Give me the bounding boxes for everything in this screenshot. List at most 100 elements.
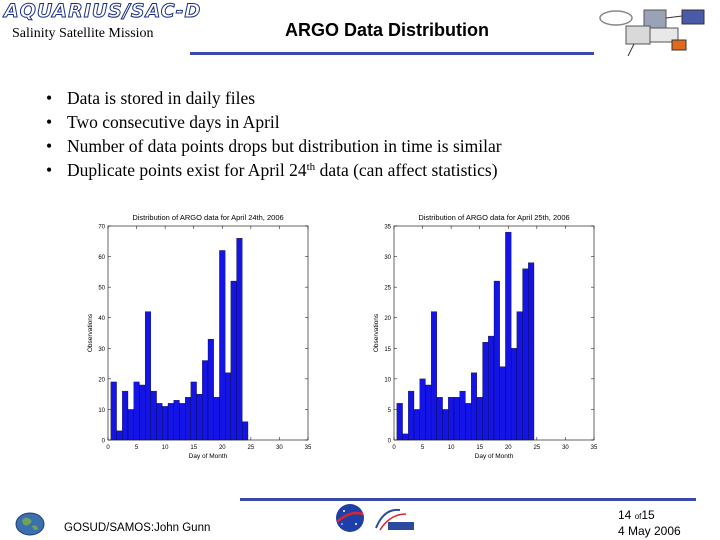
bullet-list: Data is stored in daily files Two consec… [46, 86, 502, 182]
bar [202, 360, 209, 441]
bar [167, 403, 174, 441]
y-tick-label: 20 [98, 377, 105, 383]
bar [419, 378, 426, 441]
bar [499, 366, 506, 441]
page-current: 14 [618, 508, 632, 522]
y-tick-label: 60 [98, 255, 105, 261]
bar [402, 433, 409, 441]
y-tick-label: 30 [98, 347, 105, 353]
conae-logo [375, 508, 414, 531]
bar [430, 311, 438, 441]
x-axis-label: Day of Month [189, 453, 228, 460]
bar [156, 403, 163, 441]
y-tick-label: 0 [388, 439, 392, 445]
bar [465, 403, 472, 441]
chart-april-24-svg: Distribution of ARGO data for April 24th… [87, 213, 312, 460]
x-tick-label: 25 [248, 445, 255, 451]
chart-title: Distribution of ARGO data for April 25th… [418, 213, 569, 222]
x-tick-label: 30 [562, 445, 569, 451]
bar [488, 335, 495, 441]
slide-title: ARGO Data Distribution [285, 20, 490, 40]
chart-april-25: Distribution of ARGO data for April 25th… [368, 210, 608, 462]
bar [207, 338, 214, 441]
page-number: 14 of15 [618, 508, 655, 522]
bar [476, 397, 483, 441]
bar [127, 409, 134, 441]
aquarius-logo: AQUARIUS/SAC-D [3, 0, 202, 23]
chart-april-25-svg: Distribution of ARGO data for April 25th… [373, 213, 598, 460]
y-tick-label: 35 [384, 225, 391, 231]
bullet-item: Duplicate points exist for April 24th da… [46, 158, 502, 182]
bar [179, 403, 186, 441]
chart-title: Distribution of ARGO data for April 24th… [132, 213, 283, 222]
bar [528, 262, 535, 441]
x-tick-label: 5 [421, 445, 425, 451]
bar [162, 406, 169, 441]
x-tick-label: 10 [448, 445, 455, 451]
globe-icon [15, 512, 45, 536]
footer-divider [240, 498, 696, 501]
x-tick-label: 20 [505, 445, 512, 451]
x-tick-label: 0 [392, 445, 396, 451]
bar [116, 430, 123, 441]
x-axis-label: Day of Month [475, 453, 514, 460]
title-divider [190, 52, 594, 55]
bar [184, 397, 192, 441]
y-tick-label: 10 [384, 377, 391, 383]
bar [413, 409, 420, 441]
bar [219, 250, 226, 441]
bar [448, 397, 455, 441]
y-tick-label: 70 [98, 225, 105, 231]
bar [236, 238, 243, 441]
bullet-text: data (can affect statistics) [315, 160, 498, 180]
x-tick-label: 30 [276, 445, 283, 451]
y-tick-label: 40 [98, 316, 105, 322]
y-axis-label: Observations [87, 313, 94, 352]
chart-april-24: Distribution of ARGO data for April 24th… [82, 210, 322, 462]
mission-subtitle: Salinity Satellite Mission [12, 26, 154, 41]
bar [122, 390, 129, 441]
bar [522, 268, 529, 441]
y-tick-label: 5 [388, 408, 392, 414]
x-tick-label: 15 [190, 445, 197, 451]
nasa-logo [336, 504, 364, 532]
y-tick-label: 20 [384, 316, 391, 322]
bar [213, 397, 220, 441]
bar [425, 384, 432, 441]
bar [453, 397, 460, 441]
bar [442, 409, 449, 441]
bar [196, 393, 203, 441]
x-tick-label: 15 [476, 445, 483, 451]
satellite-illustration [599, 9, 705, 57]
y-tick-label: 10 [98, 408, 105, 414]
footer-author: GOSUD/SAMOS:John Gunn [64, 522, 211, 534]
x-tick-label: 20 [219, 445, 226, 451]
bar [436, 397, 443, 441]
bar [408, 390, 415, 441]
y-tick-label: 25 [384, 286, 391, 292]
bar [516, 311, 523, 441]
bullet-item: Number of data points drops but distribu… [46, 134, 502, 158]
bar [190, 381, 197, 441]
x-tick-label: 10 [162, 445, 169, 451]
bar [224, 372, 232, 441]
x-tick-label: 5 [135, 445, 139, 451]
bar [110, 381, 117, 441]
bar [510, 348, 518, 441]
bar [144, 311, 152, 441]
bar [493, 280, 500, 441]
x-tick-label: 35 [591, 445, 598, 451]
y-tick-label: 50 [98, 286, 105, 292]
bar [459, 390, 466, 441]
bullet-text: Duplicate points exist for April 24 [67, 160, 307, 180]
y-axis-label: Observations [373, 313, 380, 352]
x-tick-label: 35 [305, 445, 312, 451]
bullet-item: Data is stored in daily files [46, 86, 502, 110]
y-tick-label: 15 [384, 347, 391, 353]
page-total: 15 [641, 508, 655, 522]
bar [133, 381, 140, 441]
bar [470, 372, 478, 441]
y-tick-label: 30 [384, 255, 391, 261]
bar [230, 280, 237, 441]
bar [505, 231, 512, 441]
